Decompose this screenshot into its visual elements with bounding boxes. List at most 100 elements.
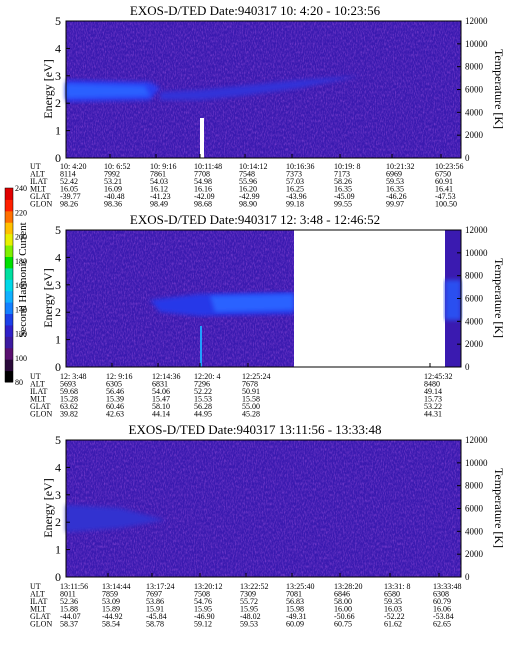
colorbar-swatch <box>5 324 13 337</box>
ephemeris-cell: 98.36 <box>104 200 122 209</box>
ephemeris-cell: -44.92 <box>102 612 123 621</box>
colorbar-tick-label: 160 <box>15 281 27 290</box>
ephemeris-cell: 10:21:32 <box>386 162 414 171</box>
energy-tick-label: 5 <box>55 14 61 28</box>
ephemeris-row-label: ALT <box>30 590 45 599</box>
panel-1-title: EXOS-D/TED Date:940317 10: 4:20 - 10:23:… <box>130 3 381 18</box>
ephemeris-cell: 55.72 <box>240 597 258 606</box>
colorbar-swatch <box>5 347 13 360</box>
ephemeris-cell: -48.02 <box>240 612 261 621</box>
ephemeris-cell: 8480 <box>424 380 440 389</box>
colorbar-swatch <box>5 279 13 292</box>
ephemeris-row-label: ALT <box>30 170 45 179</box>
ephemeris-cell: 59.12 <box>194 620 212 629</box>
colorbar-tick-label: 100 <box>15 354 27 363</box>
ephemeris-cell: 10: 9:16 <box>150 162 176 171</box>
ephemeris-cell: 16.16 <box>194 185 212 194</box>
ephemeris-row-label: MLT <box>30 395 46 404</box>
ephemeris-cell: 15.73 <box>424 395 442 404</box>
ephemeris-cell: 12:25:24 <box>242 372 270 381</box>
ephemeris-row-label: MLT <box>30 185 46 194</box>
energy-tick-label: 4 <box>55 250 61 264</box>
ephemeris-cell: 99.97 <box>386 200 404 209</box>
ephemeris-cell: 58.37 <box>60 620 78 629</box>
energy-tick-label: 2 <box>55 515 61 529</box>
ephemeris-cell: 10:14:12 <box>239 162 267 171</box>
ephemeris-cell: -52.22 <box>384 612 405 621</box>
ephemeris-cell: 56.46 <box>106 387 124 396</box>
ephemeris-cell: 53.09 <box>102 597 120 606</box>
panel-1-heatmap <box>65 20 462 159</box>
ephemeris-cell: 7508 <box>194 590 210 599</box>
ephemeris-cell: 16.20 <box>239 185 257 194</box>
ephemeris-cell: 16.03 <box>384 605 402 614</box>
ephemeris-cell: 54.76 <box>194 597 212 606</box>
temp-tick-label: 10000 <box>465 458 488 468</box>
ephemeris-cell: -46.90 <box>194 612 215 621</box>
ephemeris-cell: -47.53 <box>435 192 456 201</box>
energy-tick-label: 0 <box>55 570 61 584</box>
panel-2-spike <box>200 326 202 367</box>
panel-1-temp-label: Temperature [K] <box>492 49 505 129</box>
ephemeris-cell: 99.55 <box>334 200 352 209</box>
ephemeris-cell: 10: 6:52 <box>104 162 130 171</box>
ephemeris-cell: 100.50 <box>435 200 457 209</box>
ephemeris-cell: 53.22 <box>424 402 442 411</box>
panel-3-temp-label: Temperature [K] <box>492 468 505 548</box>
ephemeris-cell: 13:14:44 <box>102 582 130 591</box>
temp-tick-label: 12000 <box>465 16 488 26</box>
ephemeris-row-label: GLAT <box>30 192 51 201</box>
ephemeris-cell: 7548 <box>239 170 255 179</box>
energy-tick-label: 5 <box>55 223 61 237</box>
temp-tick-label: 0 <box>465 153 470 163</box>
ephemeris-row-label: GLON <box>30 200 52 209</box>
ephemeris-cell: 53.21 <box>104 177 122 186</box>
temp-tick-label: 4000 <box>465 107 484 117</box>
ephemeris-cell: 10:16:36 <box>286 162 314 171</box>
ephemeris-cell: 58.00 <box>334 597 352 606</box>
panel-1-energy-label: Energy [eV] <box>41 59 55 118</box>
ephemeris-cell: 7708 <box>194 170 210 179</box>
ephemeris-row-label: ILAT <box>30 387 47 396</box>
ephemeris-cell: 58.54 <box>102 620 120 629</box>
ephemeris-cell: 16.12 <box>150 185 168 194</box>
ephemeris-cell: 60.91 <box>435 177 453 186</box>
ephemeris-cell: 7309 <box>240 590 256 599</box>
panel-3-temp-ticks: 0 2000 4000 6000 8000 10000 12000 <box>457 435 488 582</box>
ephemeris-cell: 58.78 <box>146 620 164 629</box>
ephemeris-cell: 15.58 <box>242 395 260 404</box>
ephemeris-cell: 60.46 <box>106 402 124 411</box>
colorbar-tick-label: 180 <box>15 257 27 266</box>
ephemeris-cell: 8011 <box>60 590 76 599</box>
ephemeris-cell: 7992 <box>104 170 120 179</box>
panel-2-energy-label: Energy [eV] <box>41 268 55 327</box>
ephemeris-cell: 16.00 <box>334 605 352 614</box>
ephemeris-cell: 49.14 <box>424 387 442 396</box>
ephemeris-cell: 98.68 <box>194 200 212 209</box>
ephemeris-cell: -40.48 <box>104 192 125 201</box>
ephemeris-row-label: ILAT <box>30 177 47 186</box>
ephemeris-cell: 6846 <box>334 590 350 599</box>
ephemeris-cell: 12: 9:16 <box>106 372 132 381</box>
ephemeris-cell: 7697 <box>146 590 162 599</box>
colorbar-tick-label: 80 <box>15 378 23 387</box>
ephemeris-cell: 7859 <box>102 590 118 599</box>
ephemeris-cell: 45.28 <box>242 410 260 419</box>
energy-tick-label: 1 <box>55 124 61 138</box>
colorbar-tick-label: 240 <box>15 184 27 193</box>
colorbar-swatch <box>5 233 13 246</box>
ephemeris-cell: 62.65 <box>433 620 451 629</box>
ephemeris-cell: 7373 <box>286 170 302 179</box>
ephemeris-cell: 15.39 <box>106 395 124 404</box>
ephemeris-cell: 57.03 <box>286 177 304 186</box>
temp-tick-label: 12000 <box>465 435 488 445</box>
colorbar: 80 100 120 140 160 180 200 220 240 Second Harmon… <box>4 184 29 387</box>
ephemeris-cell: 12:20: 4 <box>194 372 220 381</box>
ephemeris-row-label: GLON <box>30 410 52 419</box>
panel-3: EXOS-D/TED Date:940317 13:11:56 - 13:33:… <box>30 422 505 629</box>
ephemeris-cell: 60.79 <box>433 597 451 606</box>
ephemeris-cell: 7861 <box>150 170 166 179</box>
ephemeris-cell: 6750 <box>435 170 451 179</box>
colorbar-tick-label: 120 <box>15 330 27 339</box>
temp-tick-label: 6000 <box>465 294 484 304</box>
